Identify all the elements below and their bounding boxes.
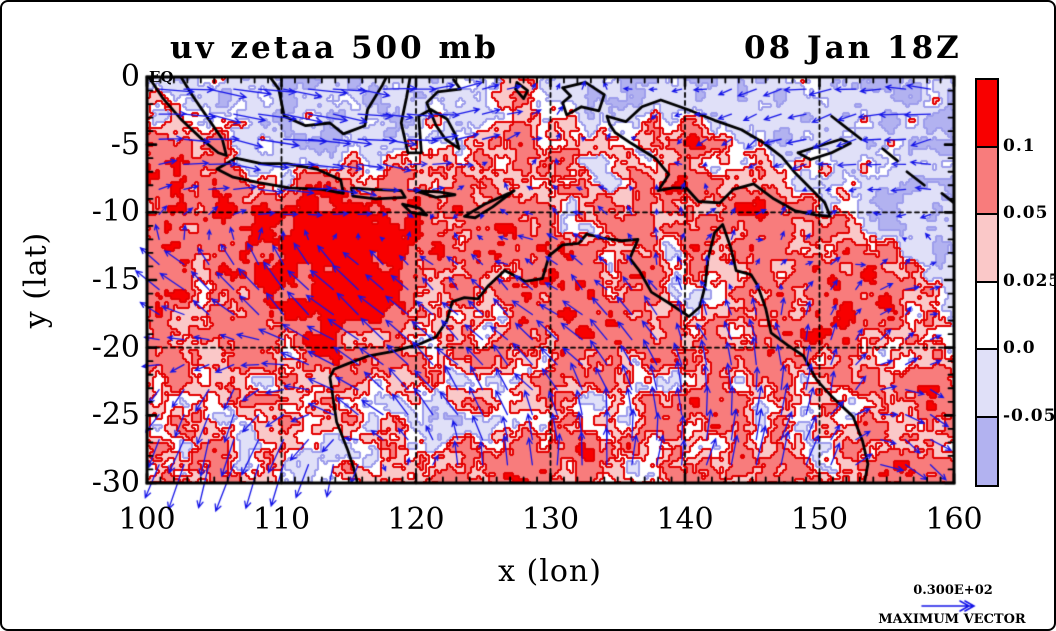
y-tick-label: 0	[120, 59, 140, 94]
x-tick-label: 160	[925, 502, 983, 537]
x-tick-label: 130	[521, 502, 580, 537]
x-tick-label: 110	[252, 502, 311, 537]
colorbar-tick-label: 0.0	[1003, 338, 1036, 358]
y-tick-label: -25	[91, 397, 140, 433]
colorbar-segment	[977, 282, 997, 350]
y-tick-label: -20	[91, 329, 140, 365]
colorbar-tick-label: 0.05	[1003, 203, 1049, 223]
colorbar-segment	[977, 417, 997, 485]
y-tick-label: -10	[91, 194, 140, 230]
x-axis-label: x (lon)	[498, 554, 602, 589]
x-tick-label: 120	[387, 502, 445, 537]
colorbar-segment	[977, 350, 997, 418]
x-tick-label: 150	[790, 502, 849, 537]
y-axis-label: y (lat)	[18, 231, 54, 329]
colorbar	[975, 78, 999, 487]
colorbar-segment	[977, 80, 997, 148]
y-tick-label: -15	[91, 262, 140, 297]
colorbar-segment	[977, 147, 997, 215]
max-vector-value: 0.300E+02	[913, 583, 993, 598]
equator-label: EQ	[149, 68, 174, 86]
colorbar-segment	[977, 215, 997, 283]
x-tick-label: 140	[656, 502, 714, 537]
y-tick-label: -5	[110, 126, 140, 162]
colorbar-tick-label: -0.05	[1003, 405, 1056, 426]
colorbar-tick-label: 0.025	[1003, 270, 1056, 291]
plot-timestamp: 08 Jan 18Z	[744, 30, 962, 66]
y-tick-label: -30	[91, 465, 140, 500]
plot-title: uv zetaa 500 mb	[170, 30, 499, 66]
x-tick-label: 100	[118, 502, 176, 537]
max-vector-caption: MAXIMUM VECTOR	[878, 612, 1026, 627]
colorbar-tick-label: 0.1	[1003, 135, 1036, 156]
